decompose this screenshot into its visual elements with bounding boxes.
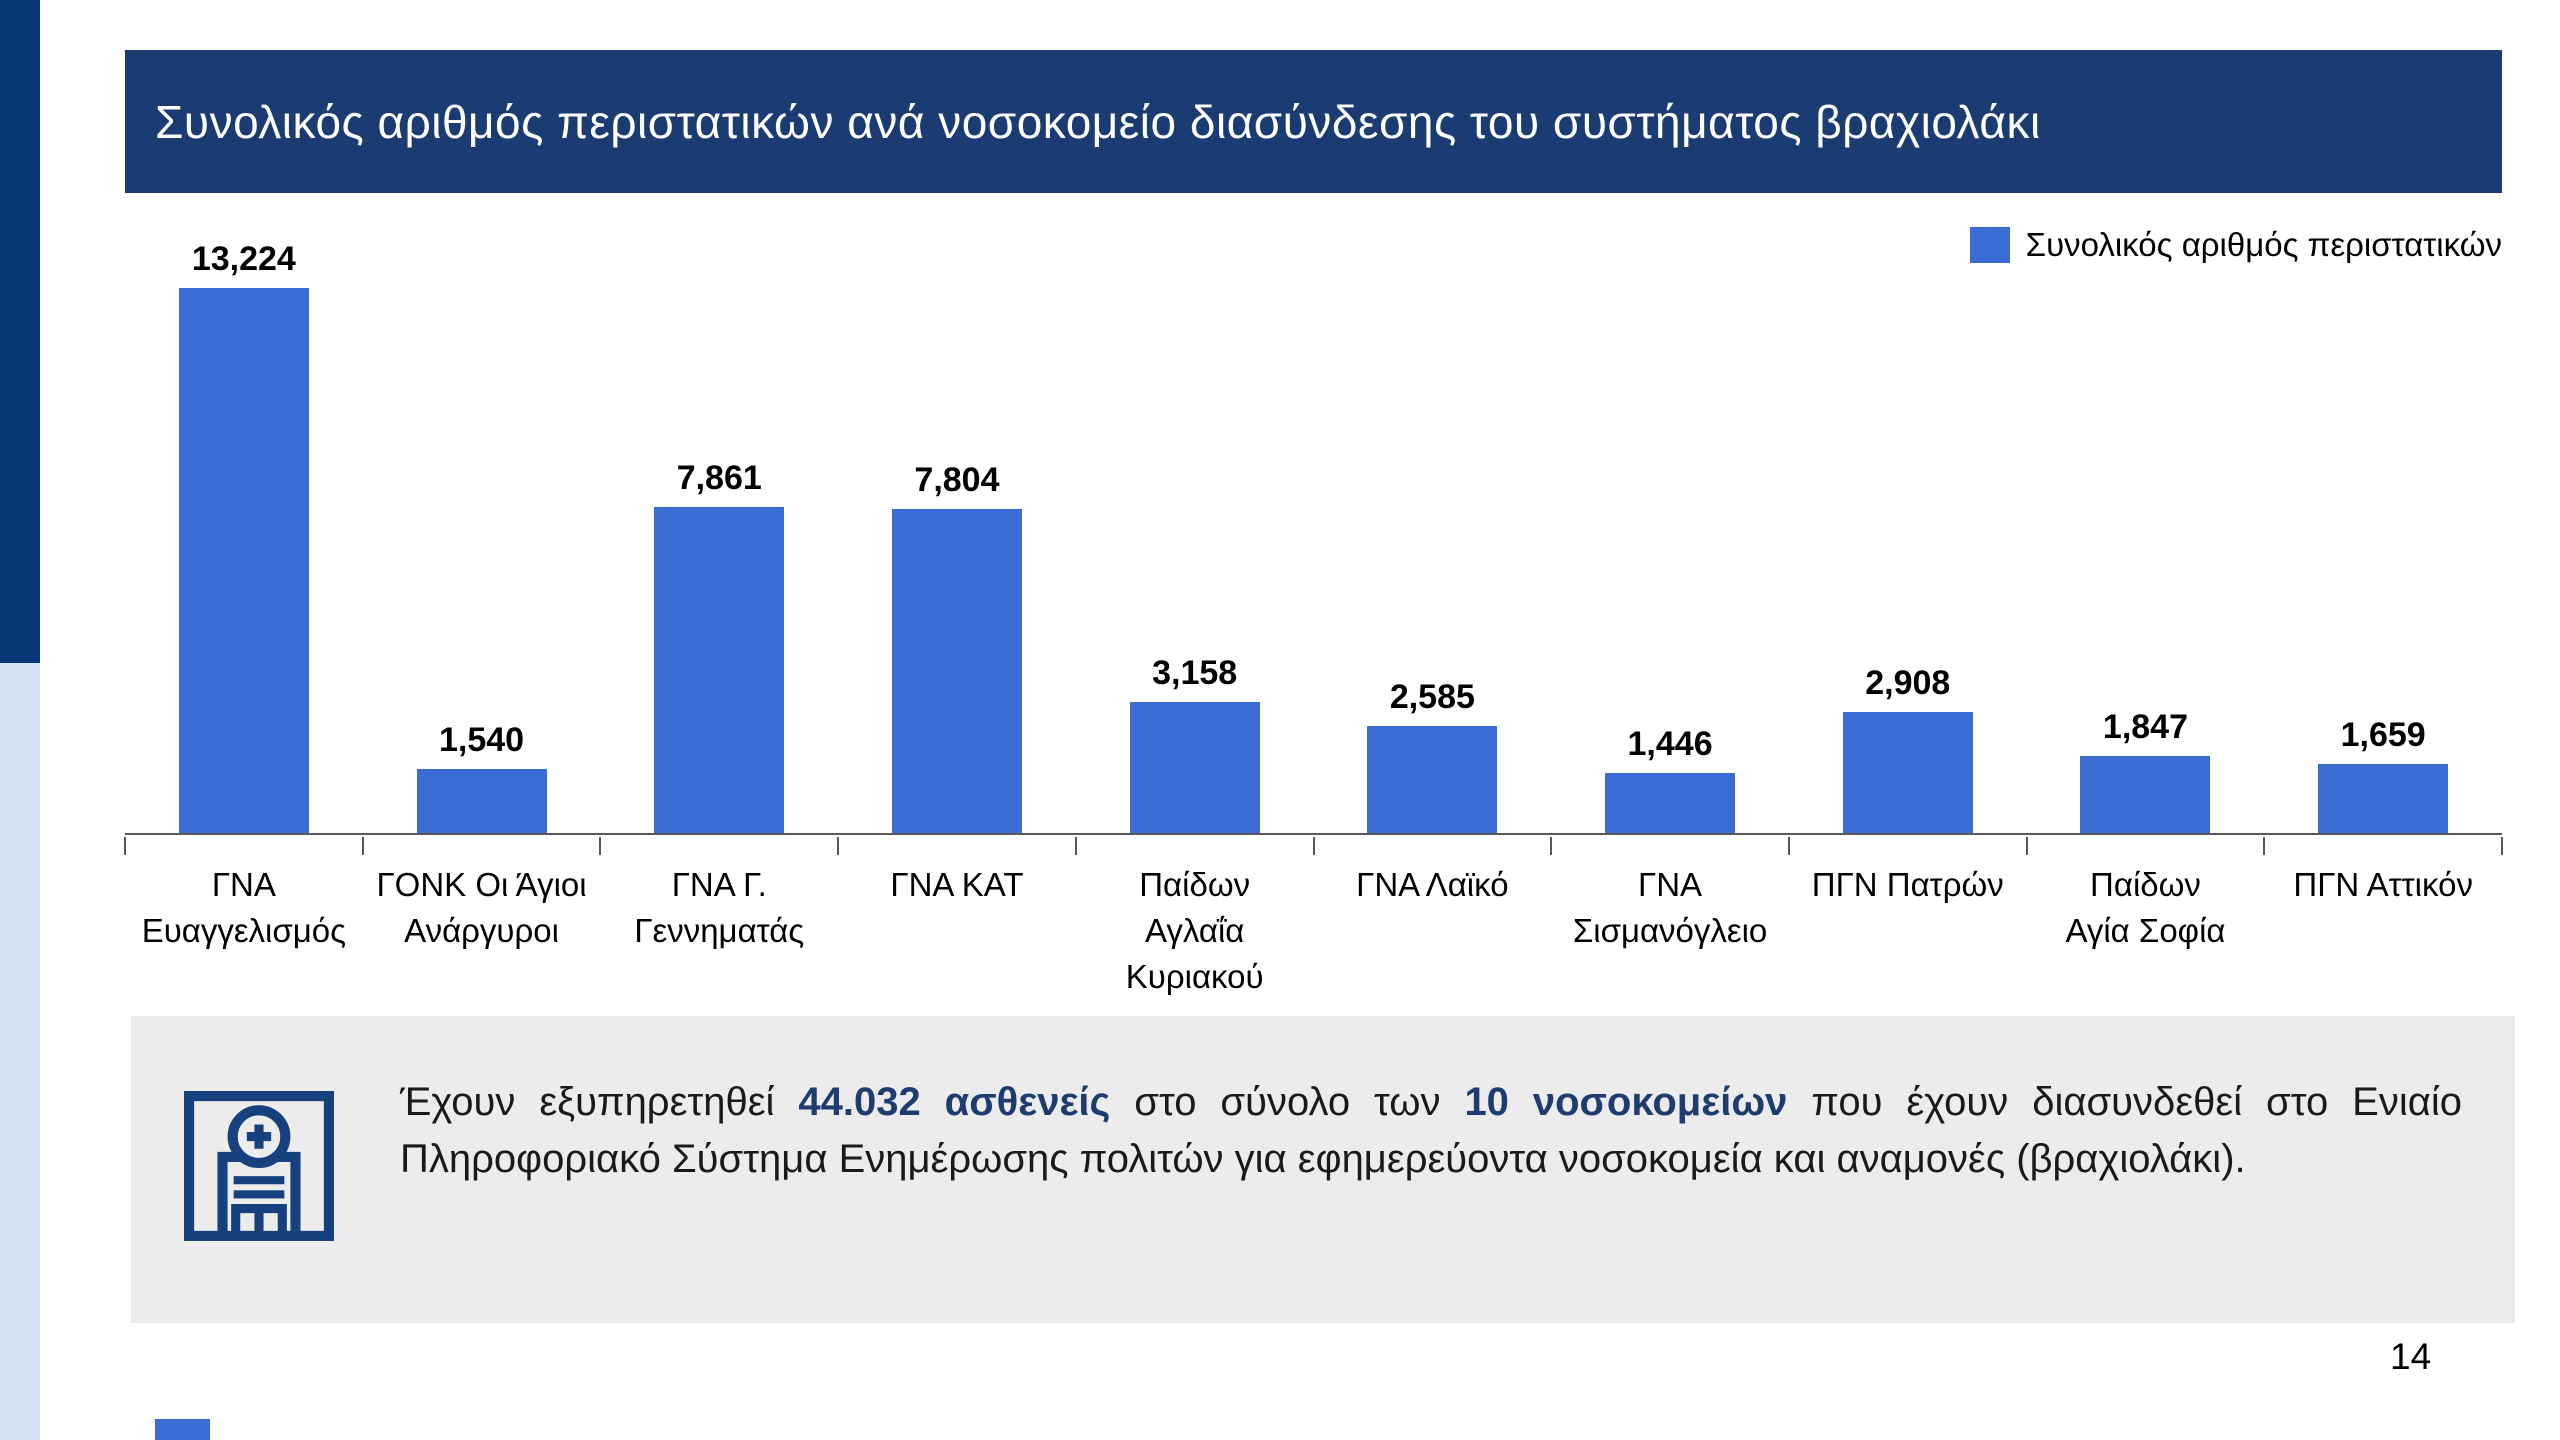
left-accent-strip-light	[0, 663, 40, 1440]
x-axis-labels: ΓΝΑ Ευαγγελισμός ΓΟΝΚ Οι Άγιοι Ανάργυροι ΓΝΑ…	[125, 862, 2502, 1000]
bar-slot: 13,224	[125, 240, 363, 833]
bar-slot: 7,861	[600, 240, 838, 833]
bar-value-label: 1,446	[1627, 725, 1713, 763]
x-axis-label: ΓΟΝΚ Οι Άγιοι Ανάργυροι	[376, 866, 587, 949]
bar	[891, 509, 1022, 833]
x-axis-label: Παίδων Αγία Σοφία	[2065, 866, 2226, 949]
axis-tick	[1312, 837, 1315, 855]
x-axis-label: ΓΝΑ ΚΑΤ	[890, 866, 1024, 903]
bar-slot: 1,446	[1551, 240, 1789, 833]
bar-value-label: 1,659	[2340, 716, 2426, 754]
slide-title-bar: Συνολικός αριθμός περιστατικών ανά νοσοκ…	[125, 50, 2502, 193]
summary-text-segment: που έχουν διασυνδεθεί στο Ενιαίο Πληροφο…	[400, 1080, 2462, 1181]
bar	[416, 769, 547, 833]
summary-text-segment: στο σύνολο των	[1110, 1080, 1465, 1124]
bar-slot: 1,659	[2264, 240, 2502, 833]
axis-tick	[1074, 837, 1077, 855]
bar	[2080, 756, 2211, 833]
bar-value-label: 7,861	[676, 459, 762, 497]
bottom-accent-bar	[155, 1419, 210, 1440]
bar-value-label: 2,585	[1389, 678, 1475, 716]
bar	[1605, 773, 1736, 833]
bar-slot: 1,540	[363, 240, 601, 833]
summary-text-segment: 44.032 ασθενείς	[798, 1080, 1111, 1124]
axis-tick	[2263, 837, 2266, 855]
axis-tick	[599, 837, 602, 855]
bar-slot: 7,804	[838, 240, 1076, 833]
summary-text-segment: Έχουν εξυπηρετηθεί	[400, 1080, 799, 1124]
axis-tick	[361, 837, 364, 855]
bar-slot: 3,158	[1076, 240, 1314, 833]
hospital-icon	[184, 1091, 334, 1241]
bar-value-label: 1,540	[439, 721, 525, 759]
page-number: 14	[2390, 1336, 2432, 1377]
bar	[1842, 712, 1973, 833]
x-axis-label: ΓΝΑ Γ. Γεννηματάς	[634, 866, 805, 949]
bar	[1129, 702, 1260, 833]
bar-value-label: 2,908	[1865, 664, 1951, 702]
x-axis-ticks	[124, 837, 2503, 857]
axis-tick	[2025, 837, 2028, 855]
slide-title: Συνολικός αριθμός περιστατικών ανά νοσοκ…	[155, 95, 2041, 148]
bar-slot: 1,847	[2027, 240, 2265, 833]
axis-tick	[1787, 837, 1790, 855]
x-axis-label: ΠΓΝ Πατρών	[1811, 866, 2004, 903]
legend-color-swatch	[1969, 227, 2010, 263]
bar-value-label: 13,224	[191, 240, 296, 278]
bar	[2318, 764, 2449, 833]
axis-tick	[837, 837, 840, 855]
bar-value-label: 3,158	[1152, 654, 1238, 692]
x-axis-label: ΠΓΝ Αττικόν	[2293, 866, 2473, 903]
bar-chart: 13,224 1,540 7,861 7,804 3,158 2,585 1,446 2,90…	[125, 240, 2502, 835]
bar	[654, 507, 785, 833]
left-accent-strip-dark	[0, 0, 40, 663]
bar-slot: 2,585	[1314, 240, 1552, 833]
x-axis-label: ΓΝΑ Λαϊκό	[1356, 866, 1509, 903]
bar-value-label: 7,804	[914, 461, 1000, 499]
chart-legend: Συνολικός αριθμός περιστατικών	[1969, 226, 2502, 264]
x-axis-label: Παίδων Αγλαΐα Κυριακού	[1125, 866, 1264, 995]
axis-tick	[2501, 837, 2503, 855]
bar-value-label: 1,847	[2102, 708, 2189, 746]
legend-label: Συνολικός αριθμός περιστατικών	[2025, 226, 2502, 263]
bar	[1367, 726, 1498, 833]
bar	[178, 288, 309, 833]
summary-text-segment: 10 νοσοκομείων	[1464, 1080, 1788, 1124]
x-axis-label: ΓΝΑ Σισμανόγλειο	[1572, 866, 1768, 949]
axis-tick	[1550, 837, 1553, 855]
summary-info-box: Έχουν εξυπηρετηθεί 44.032 ασθενείς στο σ…	[131, 1016, 2515, 1323]
axis-tick	[124, 837, 126, 855]
summary-text: Έχουν εξυπηρετηθεί 44.032 ασθενείς στο σ…	[400, 1074, 2462, 1188]
bar-slot: 2,908	[1789, 240, 2027, 833]
x-axis-label: ΓΝΑ Ευαγγελισμός	[141, 866, 347, 949]
